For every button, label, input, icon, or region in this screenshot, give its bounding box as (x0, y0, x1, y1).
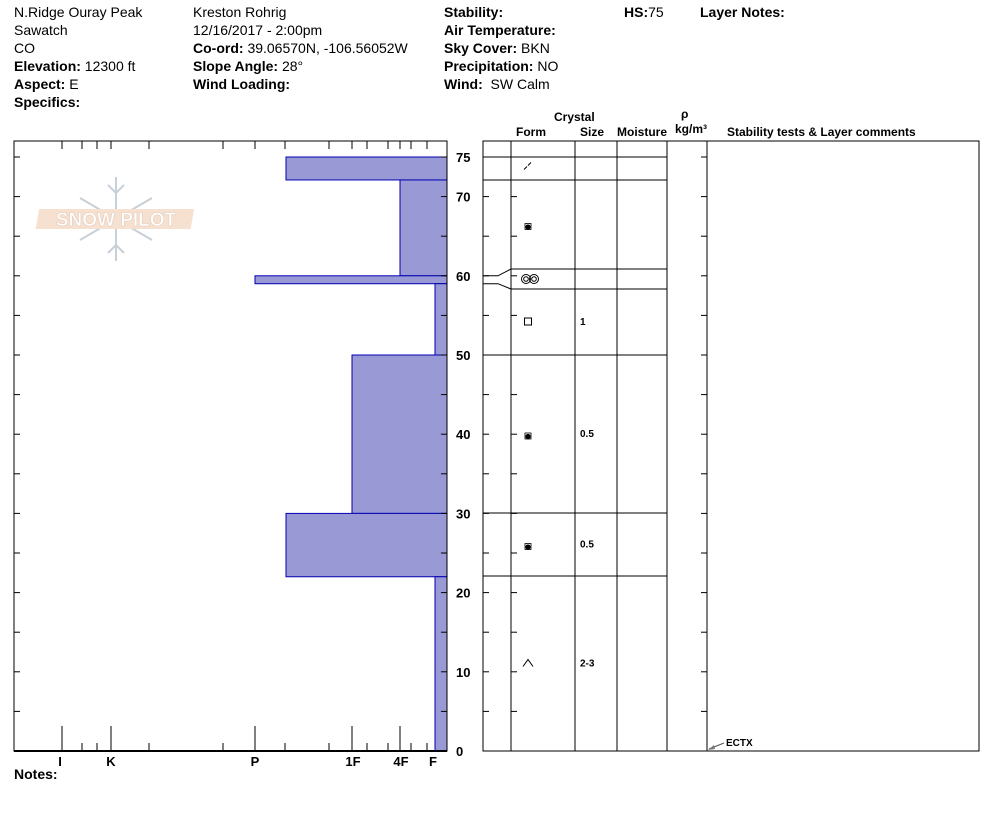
faceted-crystal-icon (524, 317, 532, 326)
depth-label-50: 50 (456, 348, 470, 363)
hardness-label-F: F (429, 754, 437, 769)
melt-form-inner (531, 276, 537, 282)
notes: Notes: (14, 766, 58, 782)
datetime: 12/16/2017 - 2:00pm (193, 22, 323, 38)
depth-label-70: 70 (456, 190, 470, 205)
snowpilot-logo: SNOW PILOT (35, 177, 195, 261)
hardness-bar-1 (399, 179, 448, 277)
stability: Stability: (444, 4, 504, 20)
melt-form-icon (529, 274, 539, 284)
depth-label-20: 20 (456, 586, 470, 601)
stability-arrowhead (708, 745, 715, 750)
air-temperature: Air Temperature: (444, 22, 556, 38)
depth-label-0: 0 (456, 744, 463, 759)
stability-test-0: ECTX (726, 738, 753, 749)
hardness-label-I: I (58, 754, 62, 769)
density-rho-header: ρ (681, 107, 689, 121)
depth-label-60: 60 (456, 269, 470, 284)
hs: HS:75 (624, 4, 664, 20)
depth-label-10: 10 (456, 665, 470, 680)
location: N.Ridge Ouray Peak (14, 4, 143, 20)
faceted-rounded-dot (525, 433, 531, 440)
layer-table-frame (482, 140, 980, 752)
aspect: Aspect: E (14, 76, 79, 92)
sky-cover: Sky Cover: BKN (444, 40, 550, 56)
wind: Wind: SW Calm (444, 76, 550, 92)
range: Sawatch (14, 22, 68, 38)
hardness-label-K: K (106, 754, 116, 769)
depth-label-40: 40 (456, 427, 470, 442)
crystal-size-6: 2-3 (580, 659, 595, 670)
precipitation: Precipitation: NO (444, 58, 559, 74)
observer: Kreston Rohrig (193, 4, 287, 20)
size-header: Size (580, 125, 605, 139)
crystal-form-icon-MF (521, 274, 539, 284)
crystal-form-icon-FCxr (524, 543, 532, 550)
svg-text:SNOW PILOT: SNOW PILOT (56, 210, 177, 231)
hardness-bar-3 (434, 283, 448, 356)
melt-form-icon (521, 274, 531, 284)
hardness-bar-4 (351, 354, 448, 514)
crystal-form-icon-FCxr (524, 432, 532, 440)
decomposing-fragments-icon (523, 162, 532, 170)
hardness-bar-0 (285, 156, 448, 181)
crystal-size-5: 0.5 (580, 540, 594, 551)
hardness-bar-2 (254, 275, 448, 285)
melt-form-inner (523, 276, 529, 282)
hardness-label-4F: 4F (393, 754, 408, 769)
crystal-size-3: 1 (580, 317, 586, 328)
depth-label-30: 30 (456, 506, 470, 521)
crystal-form-icon-FCxr (524, 223, 532, 230)
crystal-form-icon-FC (524, 317, 532, 326)
depth-hoar-icon (522, 658, 534, 667)
hardness-label-P: P (251, 754, 260, 769)
faceted-rounded-dot (525, 544, 531, 550)
form-header: Form (516, 125, 546, 139)
specifics: Specifics: (14, 94, 81, 110)
state: CO (14, 40, 35, 56)
crystal-header: Crystal (554, 110, 595, 124)
wind-loading: Wind Loading: (193, 76, 291, 92)
hardness-label-1F: 1F (345, 754, 360, 769)
slope-angle: Slope Angle: 28° (193, 58, 304, 74)
coordinates: Co-ord: 39.06570N, -106.56052W (193, 40, 408, 56)
hardness-bar-6 (434, 576, 448, 752)
comments-header: Stability tests & Layer comments (727, 125, 916, 139)
density-unit-header: kg/m³ (675, 122, 708, 136)
crystal-form-icon-DF (523, 162, 532, 170)
crystal-form-icon-DH (522, 658, 534, 667)
layer-notes: Layer Notes: (700, 4, 785, 20)
elevation: Elevation: 12300 ft (14, 58, 136, 74)
layer-connector (483, 268, 512, 277)
moisture-header: Moisture (617, 125, 668, 139)
crystal-size-4: 0.5 (580, 429, 594, 440)
hardness-bar-5 (285, 512, 448, 578)
layer-connector (483, 283, 512, 290)
depth-label-75: 75 (456, 150, 470, 165)
faceted-rounded-dot (525, 224, 531, 230)
